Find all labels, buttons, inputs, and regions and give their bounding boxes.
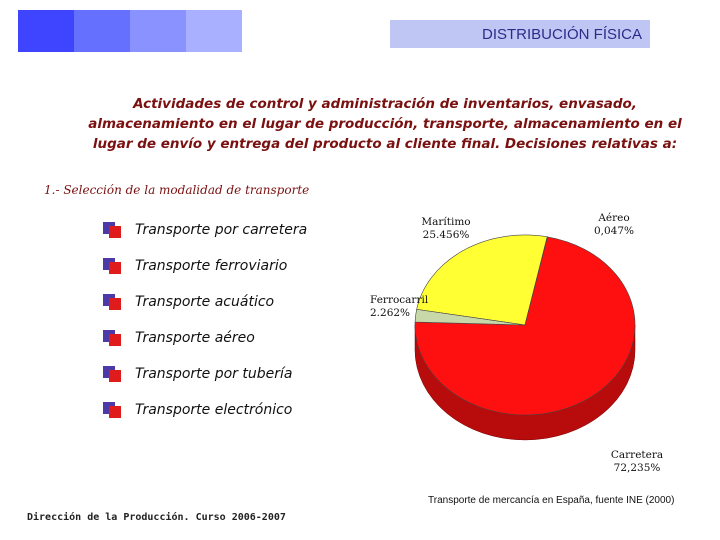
bullet-icon [103,258,125,274]
pie-slice-carretera [414,236,636,416]
footer-text: Dirección de la Producción. Curso 2006-2… [27,512,286,523]
pie-value-marítimo: 25.456% [423,229,470,241]
bullet-icon [103,222,125,238]
pie-value-ferrocarril: 2.262% [370,307,410,319]
header-square-3 [130,10,186,52]
bullet-icon [103,330,125,346]
pie-label-ferrocarril: Ferrocarril [370,294,429,306]
bullet-text: Transporte aéreo [135,330,255,346]
bullet-icon [103,402,125,418]
slide-title-text: DISTRIBUCIÓN FÍSICA [481,25,642,43]
header-square-4 [186,10,242,52]
intro-text: Actividades de control y administración … [88,96,682,152]
bullet-item: Transporte ferroviario [103,258,287,274]
pie-value-aéreo: 0,047% [594,225,634,237]
pie-label-aéreo: Aéreo [597,212,629,224]
pie-label-carretera: Carretera [611,449,663,461]
pie-slice-marítimo [416,234,548,326]
bullet-icon [103,366,125,382]
bullet-text: Transporte por carretera [135,222,308,238]
pie-value-carretera: 72,235% [614,462,661,474]
pie-label-marítimo: Marítimo [421,216,470,228]
slide-title: DISTRIBUCIÓN FÍSICA [390,20,650,48]
bullet-item: Transporte electrónico [103,402,292,418]
chart-source: Transporte de mercancía en España, fuent… [428,495,675,506]
bullet-text: Transporte ferroviario [135,258,288,274]
bullet-text: Transporte acuático [135,294,275,310]
pie-slice-ferrocarril [414,309,526,326]
bullet-text: Transporte electrónico [135,402,293,418]
bullet-text: Transporte por tubería [135,366,293,382]
bullet-icon [103,294,125,310]
bullet-item: Transporte por tubería [103,366,292,382]
header-square-1 [18,10,74,52]
bullet-item: Transporte acuático [103,294,274,310]
header-square-2 [74,10,130,52]
bullet-item: Transporte aéreo [103,330,255,346]
bullet-item: Transporte por carretera [103,222,307,238]
section-title: 1.- Selección de la modalidad de transpo… [44,183,310,197]
